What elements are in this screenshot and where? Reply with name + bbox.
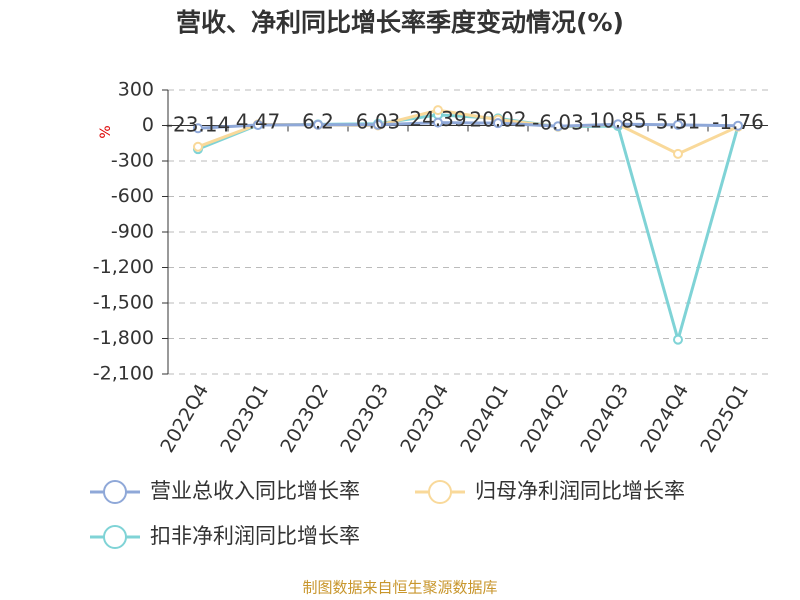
x-tick-label: 2023Q3: [336, 380, 393, 456]
series-line: [197, 121, 739, 130]
legend-label: 营业总收入同比增长率: [150, 479, 360, 503]
y-axis-label: %: [98, 125, 114, 138]
data-label: 10.85: [589, 109, 646, 133]
data-label: 20.02: [469, 108, 526, 132]
legend-label: 归母净利润同比增长率: [475, 479, 685, 503]
y-tick-label: -1,200: [93, 256, 154, 278]
x-tick-label: 2023Q2: [276, 380, 333, 456]
data-point: [553, 121, 563, 132]
y-tick-label: -900: [111, 221, 154, 243]
y-tick-label: -1,800: [93, 327, 154, 349]
series-line: [197, 113, 740, 346]
data-point: [253, 119, 263, 130]
x-tick-label: 2024Q1: [456, 380, 513, 456]
data-point: [373, 119, 383, 130]
legend-marker: [428, 480, 452, 504]
data-label: 5.51: [656, 109, 701, 133]
data-point: [733, 120, 743, 131]
data-label: -1.76: [712, 110, 764, 134]
x-tick-label: 2023Q1: [216, 380, 273, 456]
data-point: [313, 119, 323, 130]
x-tick-label: 2024Q2: [516, 380, 573, 456]
data-point: [613, 119, 623, 130]
data-label: 6.2: [302, 109, 334, 133]
x-tick-label: 2024Q4: [636, 380, 693, 456]
data-label: 4.47: [236, 109, 281, 133]
chart-title: 营收、净利同比增长率季度变动情况(%): [176, 8, 624, 37]
y-tick-label: 300: [118, 79, 154, 101]
data-label: -23.14: [166, 113, 230, 137]
data-point: [433, 117, 443, 128]
y-tick-label: -2,100: [93, 363, 154, 385]
y-tick-label: -1,500: [93, 292, 154, 314]
legend-label: 扣非净利润同比增长率: [150, 524, 360, 548]
data-point: [493, 118, 503, 129]
source-note: 制图数据来自恒生聚源数据库: [302, 579, 497, 597]
data-label: 24.39: [409, 107, 466, 131]
data-point: [673, 119, 683, 130]
x-tick-label: 2024Q3: [576, 380, 633, 456]
data-point: [433, 105, 443, 116]
x-tick-label: 2023Q4: [396, 380, 453, 456]
legend-marker: [103, 525, 127, 549]
data-label: 6.03: [356, 109, 401, 133]
y-tick-label: -600: [111, 185, 154, 207]
data-point: [673, 148, 683, 159]
data-point: [673, 334, 683, 345]
x-tick-label: 2022Q4: [156, 380, 213, 456]
data-label: -6.03: [532, 111, 584, 135]
y-tick-label: -300: [111, 150, 154, 172]
x-tick-label: 2025Q1: [696, 380, 753, 456]
data-point: [193, 141, 203, 152]
data-point: [193, 123, 203, 134]
y-tick-label: 0: [142, 114, 154, 136]
legend-marker: [103, 480, 127, 504]
